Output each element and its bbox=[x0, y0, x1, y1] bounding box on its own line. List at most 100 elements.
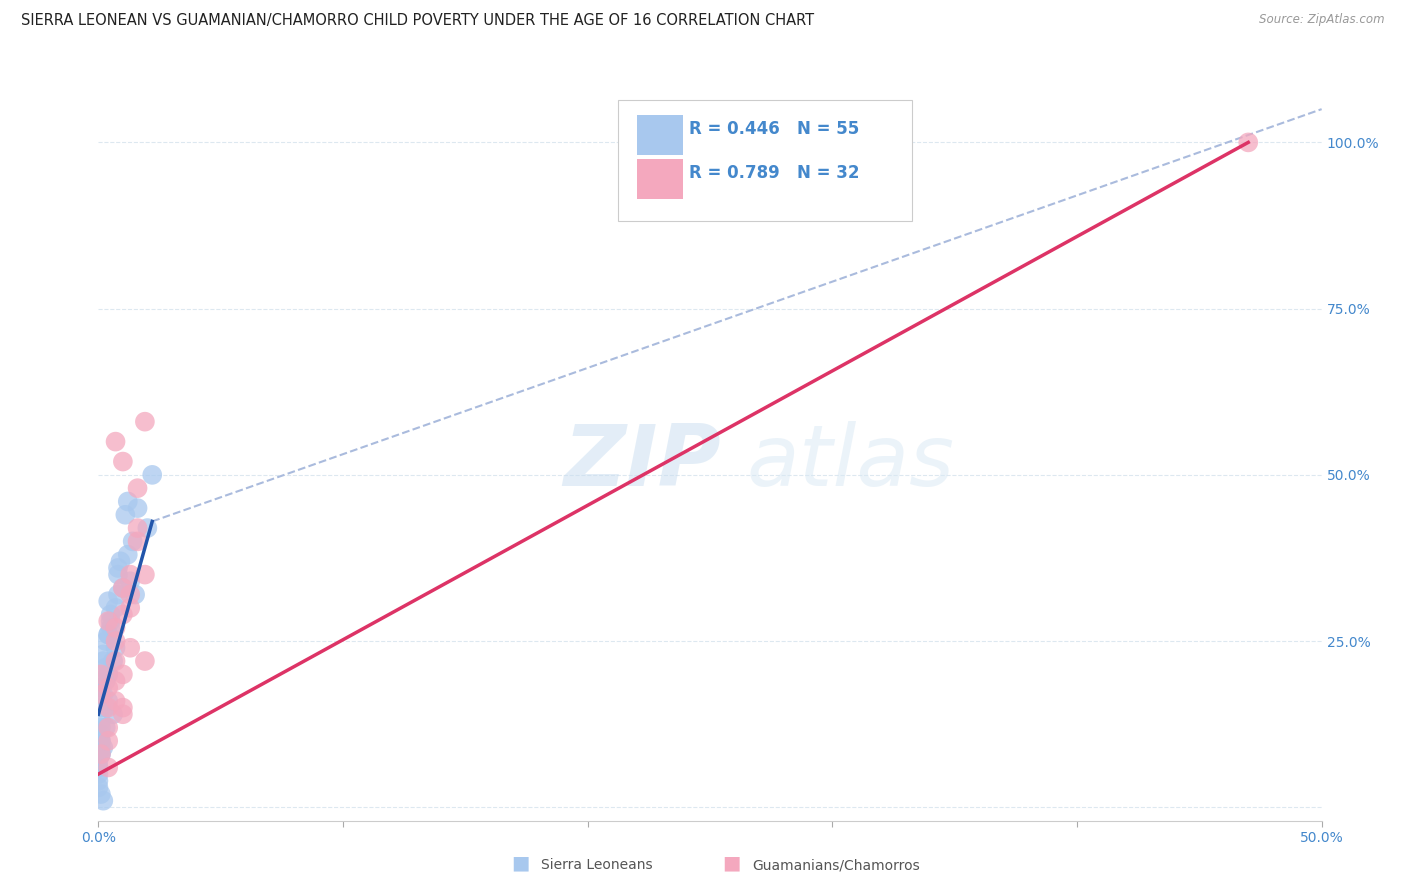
Point bbox=[90, 747, 112, 761]
Text: Guamanians/Chamorros: Guamanians/Chamorros bbox=[752, 858, 920, 872]
Point bbox=[120, 574, 142, 589]
Point bbox=[104, 634, 127, 648]
Point bbox=[97, 760, 120, 774]
Point bbox=[91, 687, 114, 701]
Point bbox=[94, 721, 117, 735]
Point bbox=[134, 567, 156, 582]
Point bbox=[117, 494, 139, 508]
Point bbox=[127, 521, 149, 535]
Point bbox=[111, 581, 134, 595]
Point bbox=[111, 707, 134, 722]
Point bbox=[114, 508, 136, 522]
Point bbox=[90, 734, 112, 748]
Text: ■: ■ bbox=[721, 854, 741, 872]
Point bbox=[91, 654, 114, 668]
Point bbox=[111, 454, 134, 468]
Point bbox=[127, 501, 149, 516]
Point bbox=[94, 700, 117, 714]
Point bbox=[124, 588, 146, 602]
Point bbox=[107, 567, 129, 582]
Point bbox=[90, 747, 112, 761]
Point bbox=[90, 681, 112, 695]
Point bbox=[110, 554, 132, 568]
Point bbox=[91, 648, 114, 662]
Text: atlas: atlas bbox=[747, 421, 955, 504]
Point bbox=[141, 467, 163, 482]
Point bbox=[97, 681, 120, 695]
Text: SIERRA LEONEAN VS GUAMANIAN/CHAMORRO CHILD POVERTY UNDER THE AGE OF 16 CORRELATI: SIERRA LEONEAN VS GUAMANIAN/CHAMORRO CHI… bbox=[21, 13, 814, 29]
Point bbox=[94, 673, 117, 688]
Point bbox=[134, 415, 156, 429]
Point bbox=[97, 627, 120, 641]
Point bbox=[97, 614, 120, 628]
Text: Source: ZipAtlas.com: Source: ZipAtlas.com bbox=[1260, 13, 1385, 27]
Point bbox=[97, 594, 120, 608]
Point bbox=[91, 740, 114, 755]
Point bbox=[111, 700, 134, 714]
Point bbox=[97, 694, 120, 708]
Point bbox=[104, 621, 127, 635]
Point bbox=[90, 700, 112, 714]
Point bbox=[121, 534, 143, 549]
Point bbox=[111, 667, 134, 681]
Point bbox=[127, 534, 149, 549]
Point bbox=[91, 794, 114, 808]
Point bbox=[101, 707, 124, 722]
Point bbox=[104, 694, 127, 708]
Point bbox=[94, 634, 117, 648]
Point bbox=[90, 687, 112, 701]
Point bbox=[107, 588, 129, 602]
Point bbox=[97, 734, 120, 748]
Point bbox=[127, 481, 149, 495]
Point bbox=[97, 700, 120, 714]
Point bbox=[97, 667, 120, 681]
Point bbox=[87, 780, 110, 795]
Text: ZIP: ZIP bbox=[564, 421, 721, 504]
Point bbox=[101, 654, 124, 668]
Point bbox=[136, 521, 159, 535]
Point bbox=[100, 614, 122, 628]
Point bbox=[87, 681, 110, 695]
Point bbox=[117, 548, 139, 562]
Point bbox=[94, 661, 117, 675]
Point bbox=[87, 767, 110, 781]
Point bbox=[107, 561, 129, 575]
Point bbox=[97, 667, 120, 681]
Point bbox=[134, 654, 156, 668]
Point bbox=[111, 581, 134, 595]
Point bbox=[90, 667, 112, 681]
Point bbox=[87, 773, 110, 788]
Point bbox=[87, 754, 110, 768]
Point bbox=[90, 734, 112, 748]
Point bbox=[104, 600, 127, 615]
Text: Sierra Leoneans: Sierra Leoneans bbox=[541, 858, 652, 872]
FancyBboxPatch shape bbox=[619, 100, 912, 221]
Point bbox=[120, 640, 142, 655]
Point bbox=[104, 654, 127, 668]
Point bbox=[104, 673, 127, 688]
Point bbox=[90, 714, 112, 728]
FancyBboxPatch shape bbox=[637, 159, 683, 199]
Point bbox=[100, 607, 122, 622]
FancyBboxPatch shape bbox=[637, 115, 683, 155]
Point bbox=[100, 621, 122, 635]
Point bbox=[90, 747, 112, 761]
Point bbox=[87, 760, 110, 774]
Text: R = 0.789   N = 32: R = 0.789 N = 32 bbox=[689, 164, 859, 182]
Text: R = 0.446   N = 55: R = 0.446 N = 55 bbox=[689, 120, 859, 138]
Point bbox=[90, 740, 112, 755]
Point bbox=[120, 588, 142, 602]
Point bbox=[90, 721, 112, 735]
Point bbox=[1237, 136, 1260, 150]
Point bbox=[104, 434, 127, 449]
Point bbox=[90, 727, 112, 741]
Text: ■: ■ bbox=[510, 854, 530, 872]
Point bbox=[97, 627, 120, 641]
Point bbox=[90, 787, 112, 801]
Point bbox=[97, 721, 120, 735]
Point bbox=[120, 600, 142, 615]
Point bbox=[104, 640, 127, 655]
Point bbox=[87, 760, 110, 774]
Point bbox=[111, 607, 134, 622]
Point bbox=[120, 567, 142, 582]
